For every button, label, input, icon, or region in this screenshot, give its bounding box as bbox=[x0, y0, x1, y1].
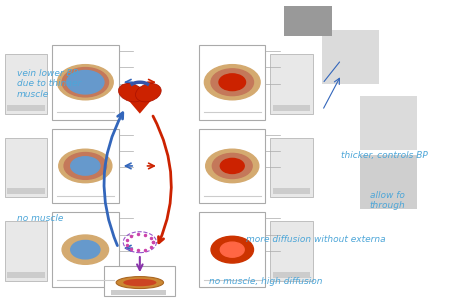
Ellipse shape bbox=[136, 83, 161, 102]
Circle shape bbox=[71, 157, 100, 175]
Ellipse shape bbox=[118, 83, 144, 102]
FancyBboxPatch shape bbox=[5, 221, 47, 281]
FancyBboxPatch shape bbox=[52, 45, 118, 120]
FancyBboxPatch shape bbox=[111, 290, 166, 295]
Circle shape bbox=[220, 242, 244, 257]
FancyBboxPatch shape bbox=[273, 105, 310, 111]
FancyBboxPatch shape bbox=[5, 138, 47, 197]
Text: thicker, controls BP: thicker, controls BP bbox=[341, 151, 428, 160]
Circle shape bbox=[211, 69, 254, 96]
Polygon shape bbox=[123, 94, 156, 114]
Text: no muscle, high diffusion: no muscle, high diffusion bbox=[209, 277, 322, 286]
FancyBboxPatch shape bbox=[322, 30, 379, 84]
Circle shape bbox=[204, 65, 260, 100]
Text: no muscle: no muscle bbox=[17, 214, 63, 223]
Circle shape bbox=[219, 74, 246, 91]
Circle shape bbox=[62, 235, 109, 264]
Circle shape bbox=[57, 65, 113, 100]
FancyBboxPatch shape bbox=[270, 138, 313, 197]
FancyBboxPatch shape bbox=[52, 129, 118, 203]
FancyBboxPatch shape bbox=[7, 188, 45, 194]
Circle shape bbox=[206, 149, 259, 183]
Circle shape bbox=[211, 236, 254, 263]
FancyBboxPatch shape bbox=[270, 221, 313, 281]
FancyBboxPatch shape bbox=[360, 155, 417, 209]
Text: allow fo
through: allow fo through bbox=[370, 191, 405, 210]
Text: vein lower BP
due to thinner
muscle: vein lower BP due to thinner muscle bbox=[17, 69, 81, 99]
Circle shape bbox=[67, 71, 104, 94]
Circle shape bbox=[59, 149, 112, 183]
Ellipse shape bbox=[116, 277, 164, 289]
FancyBboxPatch shape bbox=[199, 129, 265, 203]
FancyBboxPatch shape bbox=[52, 212, 118, 287]
Ellipse shape bbox=[123, 279, 156, 286]
FancyBboxPatch shape bbox=[199, 45, 265, 120]
FancyBboxPatch shape bbox=[273, 272, 310, 278]
FancyBboxPatch shape bbox=[273, 188, 310, 194]
Circle shape bbox=[71, 240, 100, 259]
FancyBboxPatch shape bbox=[7, 105, 45, 111]
FancyBboxPatch shape bbox=[7, 272, 45, 278]
FancyBboxPatch shape bbox=[5, 54, 47, 114]
Circle shape bbox=[64, 152, 107, 179]
Text: more diffusion without externa: more diffusion without externa bbox=[246, 235, 386, 244]
Circle shape bbox=[212, 153, 252, 179]
FancyBboxPatch shape bbox=[284, 6, 332, 36]
Circle shape bbox=[62, 68, 109, 97]
FancyBboxPatch shape bbox=[199, 212, 265, 287]
FancyBboxPatch shape bbox=[360, 96, 417, 150]
FancyBboxPatch shape bbox=[104, 266, 175, 296]
FancyBboxPatch shape bbox=[270, 54, 313, 114]
Circle shape bbox=[220, 158, 244, 173]
